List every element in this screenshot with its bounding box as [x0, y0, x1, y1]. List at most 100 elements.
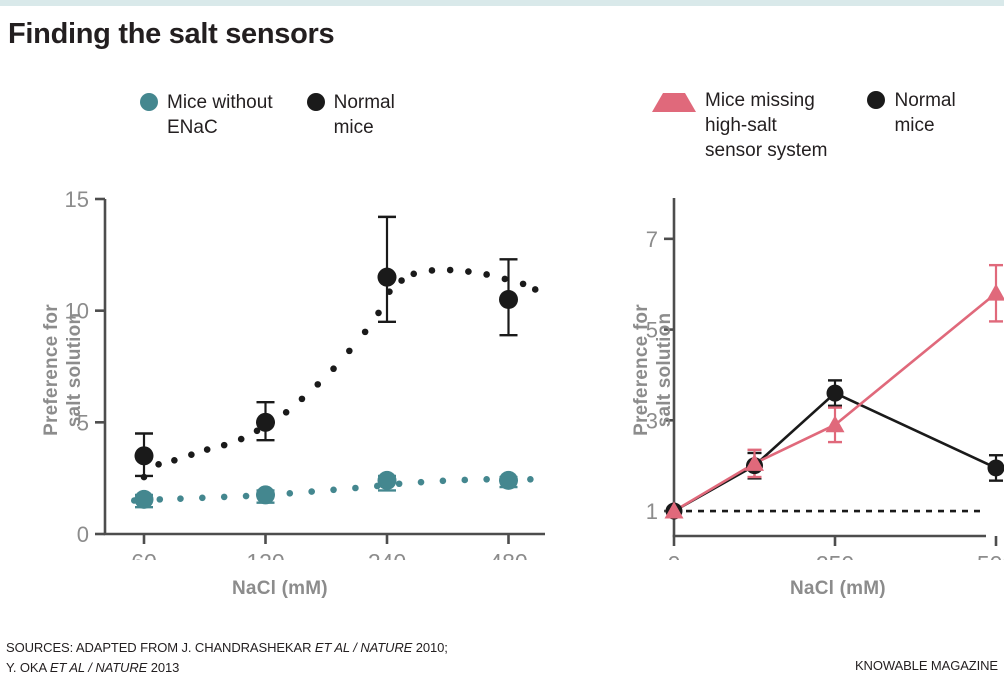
- circle-marker-icon: [306, 93, 325, 111]
- trend-dot: [395, 480, 403, 488]
- data-point-marker: [134, 446, 154, 466]
- legend-label: Normal mice: [333, 92, 395, 138]
- trend-dot: [527, 475, 534, 483]
- sources-text: Y. OKA: [6, 660, 50, 675]
- trend-dot: [253, 427, 261, 435]
- trend-dot: [314, 381, 322, 388]
- data-point-marker: [256, 485, 275, 505]
- chart-enac-preference: 0 5 10 15 60 120 240 480: [0, 180, 560, 560]
- circle-marker-icon: [140, 93, 158, 111]
- data-point-marker: [825, 415, 845, 433]
- trend-dot: [237, 435, 245, 443]
- data-point-marker: [499, 290, 518, 309]
- legend-label: Mice without ENaC: [167, 92, 273, 138]
- trend-dot: [501, 275, 509, 283]
- y-axis-tick-label: 0: [77, 522, 89, 547]
- data-point-marker: [664, 501, 684, 519]
- trend-dot: [410, 270, 418, 278]
- trend-dot: [330, 486, 337, 494]
- publication-credit: KNOWABLE MAGAZINE: [854, 658, 998, 673]
- trend-dot: [465, 268, 472, 275]
- trend-dot: [361, 328, 369, 336]
- y-axis-tick-label: 5: [77, 410, 89, 435]
- trend-dot: [286, 490, 294, 497]
- x-axis-tick-label: 480: [489, 549, 527, 560]
- trend-dot: [531, 286, 539, 293]
- trend-dot: [439, 477, 447, 485]
- y-axis-title-right: Preference for salt solution: [631, 304, 675, 436]
- trend-dot: [242, 492, 250, 500]
- y-axis-tick-label: 7: [646, 227, 658, 252]
- x-axis-tick-label: 120: [246, 549, 284, 560]
- x-axis-tick-label: 0: [668, 551, 681, 560]
- trend-dot: [330, 365, 337, 373]
- trend-dot: [199, 494, 206, 502]
- sources-year: 2013: [147, 660, 180, 675]
- trend-dot: [298, 395, 306, 403]
- sources-year: 2010;: [412, 640, 448, 655]
- chart-enac-plot-area: 0 5 10 15 60 120 240 480: [65, 187, 545, 560]
- trend-dot: [483, 475, 490, 483]
- trend-dot: [461, 476, 469, 484]
- x-axis-tick-label: 60: [131, 549, 157, 560]
- trend-dot: [375, 309, 382, 317]
- y-axis-tick-label: 10: [65, 299, 89, 324]
- y-axis-tick-label: 1: [646, 499, 658, 524]
- sources-note: SOURCES: ADAPTED FROM J. CHANDRASHEKAR E…: [6, 638, 448, 678]
- data-point-marker: [826, 384, 844, 402]
- trend-dot: [220, 441, 228, 449]
- x-axis-tick-label: 250: [816, 551, 854, 560]
- y-axis-tick-label: 15: [65, 187, 89, 212]
- trend-dot: [171, 457, 178, 464]
- trend-dot: [156, 496, 164, 503]
- trend-dot: [352, 484, 359, 492]
- legend-item-normal-mice: Normal mice: [867, 88, 956, 138]
- sources-citation: ET AL / NATURE: [49, 660, 148, 675]
- chart-high-salt-plot-area: 1 3 5 7 0 250 500: [646, 198, 1004, 560]
- data-point-marker: [745, 453, 764, 471]
- x-axis-tick-label: 240: [368, 549, 406, 560]
- trend-dot: [282, 408, 290, 416]
- trend-dot: [417, 478, 425, 486]
- trend-dot: [155, 461, 162, 468]
- sources-line-2: Y. OKA ET AL / NATURE 2013: [6, 658, 448, 678]
- trend-dot: [483, 271, 490, 278]
- y-axis-tick-label: 3: [646, 408, 658, 433]
- legend-label: Normal mice: [894, 90, 956, 136]
- series-line: [673, 292, 997, 513]
- trend-dot: [519, 280, 527, 288]
- data-point-marker: [987, 459, 1004, 477]
- data-point-marker: [377, 470, 397, 490]
- trend-dot: [346, 347, 353, 355]
- trend-dot: [308, 488, 315, 495]
- sources-citation: ET AL / NATURE: [314, 640, 413, 655]
- x-axis-title-left: NaCl (mM): [232, 578, 328, 599]
- circle-marker-icon: [867, 91, 886, 109]
- trend-dot: [177, 495, 184, 503]
- legend-item-mice-missing-high-salt-sensor: Mice missing high-salt sensor system: [652, 88, 827, 163]
- chart-high-salt-sensor-preference: 1 3 5 7 0 250 500: [620, 180, 1004, 560]
- y-axis-tick-label: 5: [646, 318, 658, 343]
- legend-item-normal-mice: Normal mice: [306, 90, 395, 140]
- data-point-marker: [134, 489, 154, 509]
- page-title: Finding the salt sensors: [8, 18, 335, 50]
- trend-dot: [203, 446, 211, 453]
- x-axis-tick-label: 500: [977, 551, 1004, 560]
- data-point-marker: [377, 267, 397, 287]
- legend-item-mice-without-enac: Mice without ENaC: [140, 90, 273, 140]
- data-point-marker: [256, 412, 275, 432]
- sources-text: SOURCES: ADAPTED FROM J. CHANDRASHEKAR: [6, 640, 315, 655]
- legend-right-panel: Mice missing high-salt sensor system Nor…: [652, 88, 956, 163]
- sources-line-1: SOURCES: ADAPTED FROM J. CHANDRASHEKAR E…: [6, 638, 448, 658]
- y-axis-title-left: Preference for salt solution: [41, 304, 85, 436]
- top-accent-band: [0, 0, 1004, 6]
- trend-dot: [398, 277, 405, 284]
- legend-label: Mice missing high-salt sensor system: [705, 90, 828, 161]
- trend-dot: [220, 493, 228, 501]
- x-axis-title-right: NaCl (mM): [790, 578, 886, 599]
- trend-dot: [188, 451, 195, 459]
- trend-dot: [446, 266, 454, 274]
- trend-dot: [428, 267, 436, 274]
- triangle-marker-icon: [652, 93, 696, 112]
- legend-left-panel: Mice without ENaC Normal mice: [140, 90, 395, 140]
